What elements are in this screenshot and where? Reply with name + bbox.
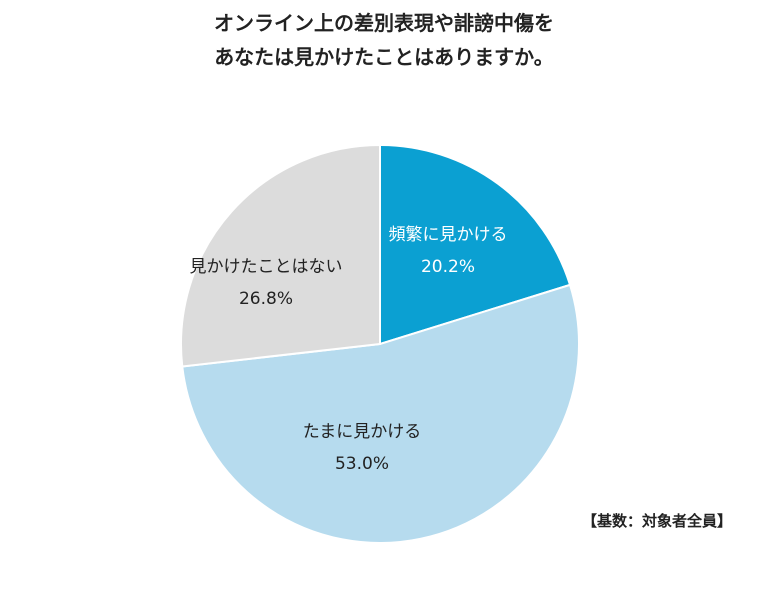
slice-sometimes-value-label: 53.0% [335, 454, 389, 474]
slice-frequent-value-label: 20.2% [421, 257, 475, 277]
slice-frequent [379, 143, 572, 346]
chart-title-line-1: オンライン上の差別表現や誹謗中傷を [214, 11, 554, 35]
pie-slices [180, 143, 580, 544]
slice-never-label: 見かけたことはない [190, 257, 343, 277]
slice-frequent-label: 頻繁に見かける [389, 225, 508, 245]
slice-never [180, 143, 381, 368]
pie-labels: 頻繁に見かける 20.2% たまに見かける 53.0% 見かけたことはない 26.8% [190, 225, 508, 474]
base-note: 【基数：対象者全員】 [581, 512, 732, 530]
chart-title-line-2: あなたは見かけたことはありますか。 [214, 45, 554, 69]
slice-never-value-label: 26.8% [239, 289, 293, 309]
slice-sometimes [181, 283, 580, 544]
chart-title: オンライン上の差別表現や誹謗中傷を あなたは見かけたことはありますか。 [0, 6, 768, 74]
slice-sometimes-label: たまに見かける [303, 422, 422, 442]
